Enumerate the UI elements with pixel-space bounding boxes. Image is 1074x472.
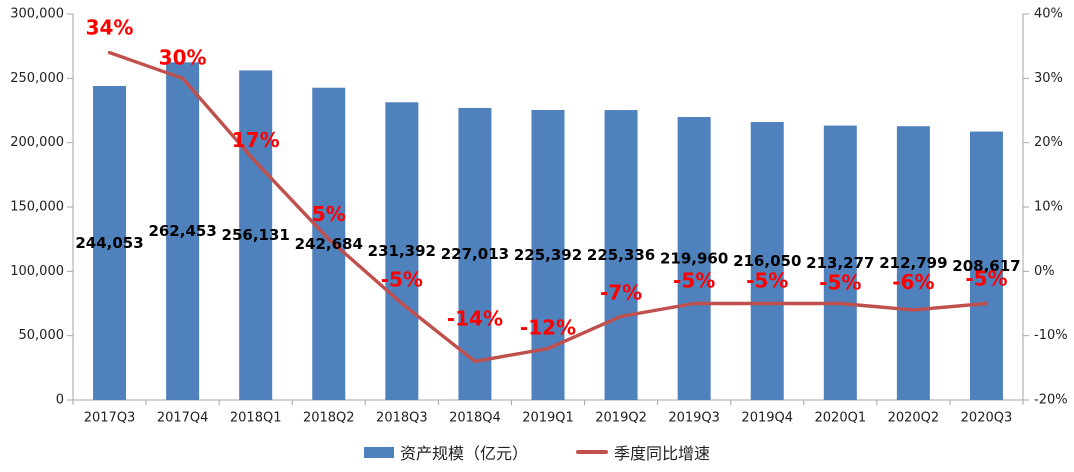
bar xyxy=(312,87,346,401)
left-axis-tick-label: 0 xyxy=(56,393,64,408)
bar xyxy=(823,125,857,401)
left-axis-tick-label: 100,000 xyxy=(10,264,64,279)
bar-value-label: 225,336 xyxy=(587,246,655,264)
growth-pct-label: -5% xyxy=(746,269,788,293)
growth-pct-label: -5% xyxy=(381,268,423,292)
legend-label-growth: 季度同比增速 xyxy=(614,444,711,463)
right-axis-tick-label: 40% xyxy=(1034,7,1063,22)
x-axis-category-label: 2019Q4 xyxy=(741,411,793,426)
bar-value-label: 227,013 xyxy=(441,245,509,263)
left-axis-tick-label: 150,000 xyxy=(10,200,64,215)
right-axis-tick-label: 20% xyxy=(1034,135,1063,150)
bar-value-label: 242,684 xyxy=(295,235,363,253)
bar-value-label: 212,799 xyxy=(879,254,947,272)
legend-label-assets: 资产规模（亿元） xyxy=(399,444,528,463)
x-axis-category-label: 2020Q2 xyxy=(888,411,940,426)
right-axis-tick-label: -10% xyxy=(1034,328,1068,343)
bar xyxy=(385,102,419,400)
left-axis-tick-label: 50,000 xyxy=(19,328,65,343)
bar xyxy=(677,116,711,400)
growth-pct-label: -5% xyxy=(819,271,861,295)
x-axis-category-label: 2020Q3 xyxy=(961,411,1013,426)
x-axis-category-label: 2018Q4 xyxy=(449,411,501,426)
combo-chart: 0 50,000 100,000 150,000 200,000 250,000 300,0… xyxy=(10,7,1068,426)
bar xyxy=(239,70,273,401)
growth-pct-label: -6% xyxy=(892,270,934,294)
line-series-swatch xyxy=(576,450,608,454)
bar-value-label: 213,277 xyxy=(806,254,874,272)
growth-pct-label: -5% xyxy=(965,267,1007,291)
bar-value-label: 244,053 xyxy=(75,234,143,252)
legend-item-growth: 季度同比增速 xyxy=(576,440,710,464)
bar xyxy=(896,126,930,401)
bar-series-swatch xyxy=(363,446,394,458)
bar xyxy=(93,85,127,400)
right-axis-tick-label: -20% xyxy=(1034,393,1068,408)
legend-item-assets: 资产规模（亿元） xyxy=(363,440,528,464)
growth-line xyxy=(107,50,989,364)
growth-pct-label: 34% xyxy=(86,16,134,40)
bar-value-label: 256,131 xyxy=(222,226,290,244)
growth-pct-label: -5% xyxy=(673,269,715,293)
growth-pct-label: -14% xyxy=(447,306,503,330)
bar-value-label: 262,453 xyxy=(148,222,216,240)
x-axis-category-label: 2018Q2 xyxy=(303,411,355,426)
growth-pct-label: 30% xyxy=(159,45,207,69)
growth-pct-label: -7% xyxy=(600,280,642,304)
growth-pct-label: 17% xyxy=(232,128,280,152)
x-axis-category-label: 2019Q2 xyxy=(595,411,647,426)
bar-value-label: 219,960 xyxy=(660,249,728,267)
bar xyxy=(166,62,200,400)
x-axis-category-label: 2020Q1 xyxy=(815,411,867,426)
bar-value-label: 225,392 xyxy=(514,246,582,264)
bar-value-label: 216,050 xyxy=(733,252,801,270)
chart-legend: 资产规模（亿元） 季度同比增速 xyxy=(0,438,1074,466)
left-axis-tick-label: 300,000 xyxy=(10,7,64,22)
x-axis-category-label: 2019Q1 xyxy=(522,411,574,426)
growth-pct-label: -12% xyxy=(520,316,576,340)
left-axis-tick-label: 250,000 xyxy=(10,71,64,86)
left-axis-tick-label: 200,000 xyxy=(10,135,64,150)
right-axis-tick-label: 0% xyxy=(1034,264,1055,279)
bar xyxy=(604,110,638,400)
growth-pct-label: 5% xyxy=(312,202,346,226)
right-axis-tick-label: 30% xyxy=(1034,71,1063,86)
bar-value-label: 208,617 xyxy=(952,257,1020,275)
x-axis-category-label: 2018Q3 xyxy=(376,411,428,426)
right-axis-tick-label: 10% xyxy=(1034,200,1063,215)
x-axis-category-label: 2018Q1 xyxy=(230,411,282,426)
bar xyxy=(969,131,1003,400)
bar xyxy=(750,122,784,401)
bar-value-label: 231,392 xyxy=(368,242,436,260)
x-axis-category-label: 2017Q4 xyxy=(157,411,209,426)
x-axis-category-label: 2019Q3 xyxy=(668,411,720,426)
chart-canvas: 0 50,000 100,000 150,000 200,000 250,000 300,0… xyxy=(10,7,1068,426)
x-axis-category-label: 2017Q3 xyxy=(84,411,136,426)
